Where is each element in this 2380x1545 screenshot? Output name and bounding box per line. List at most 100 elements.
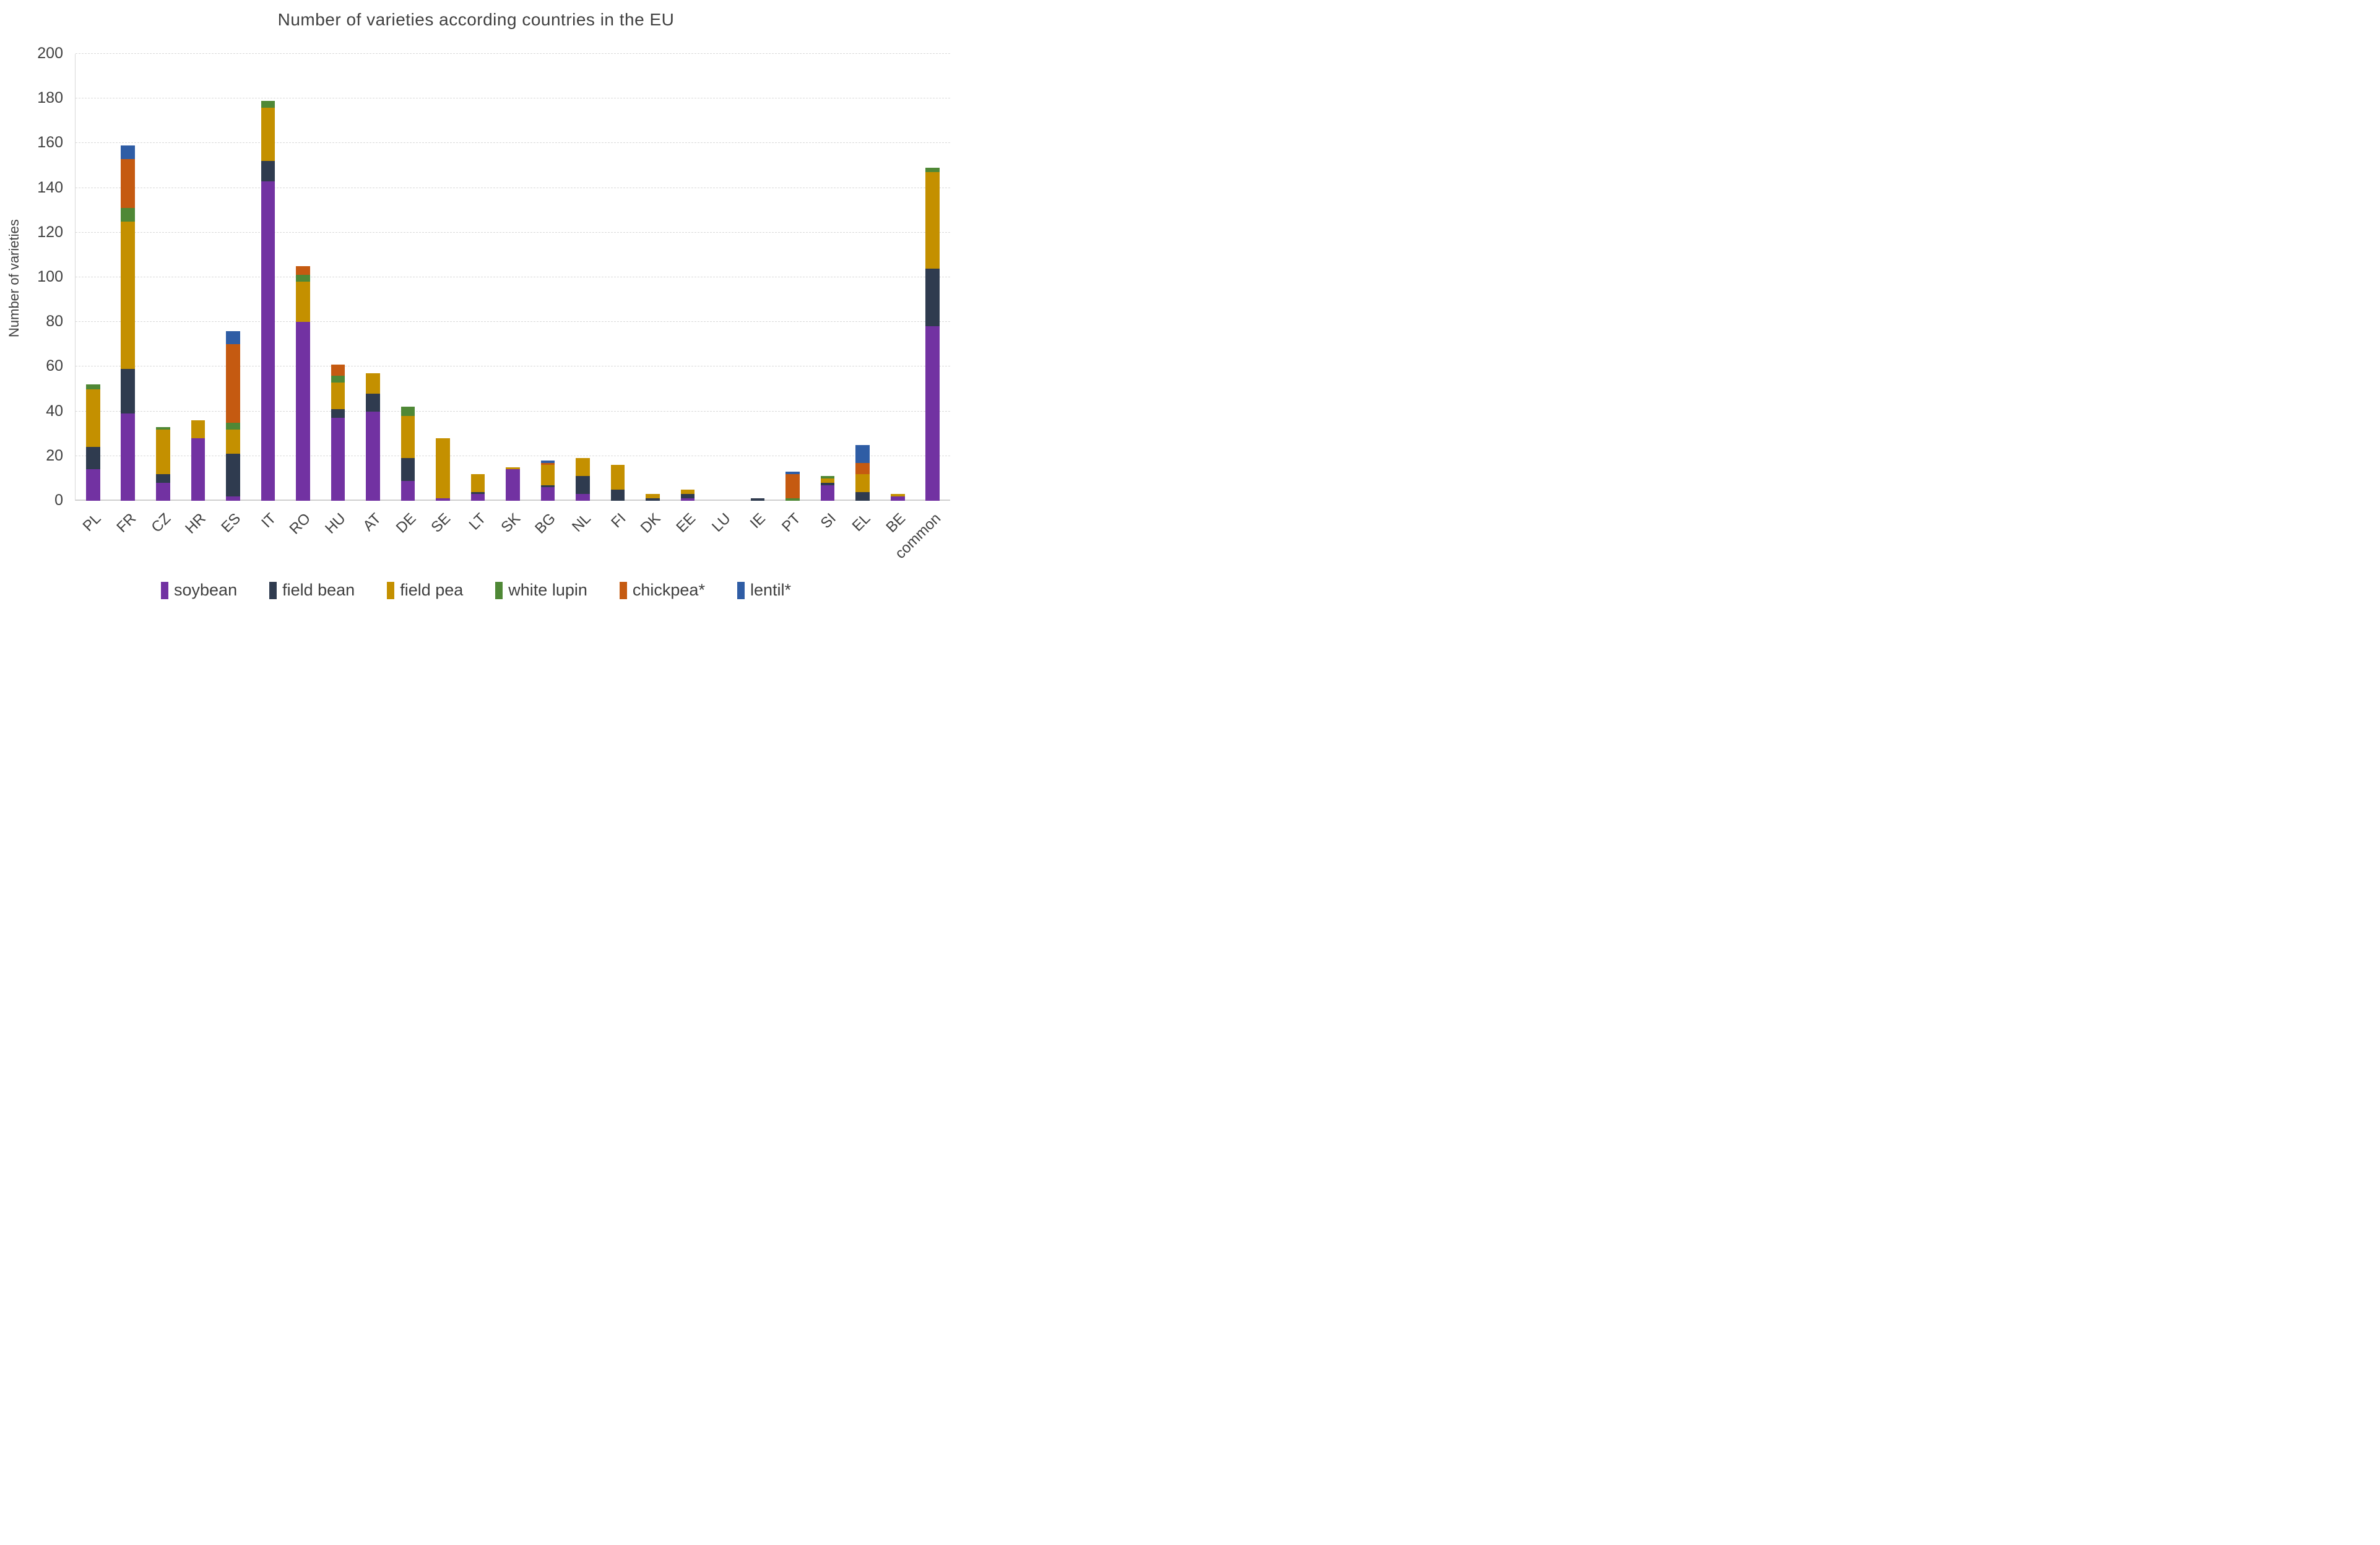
bar-segment-chickpea- [296,266,310,275]
bar-segment-white-lupin [785,498,800,501]
y-tick-label: 180 [37,89,63,107]
legend-marker [161,581,168,599]
bar-segment-field-pea [646,494,660,499]
y-tick-label: 80 [46,313,63,331]
bar-segment-soybean [400,480,415,501]
bar-segment-soybean [506,469,520,501]
bar-group [470,474,485,501]
bar-group [436,438,450,501]
y-tick-label: 200 [37,45,63,62]
bar-group [610,465,625,501]
bar-group [680,489,695,501]
bar-segment-soybean [85,469,100,501]
bar-segment-chickpea- [855,462,870,474]
legend-marker [737,581,745,599]
x-tick-label: FR [113,510,139,536]
bar-segment-white-lupin [155,426,170,430]
bar-segment-soybean [925,326,940,501]
bar-segment-field-pea [296,282,310,322]
bar-segment-soybean [890,496,905,501]
x-tick-label: CZ [148,510,175,536]
bar-group [890,494,905,501]
bar-group [750,498,765,501]
y-axis: 0 20 40 60 80 100 120 140 160 180 200 [0,46,68,508]
chart: Number of varieties according countries … [0,0,952,618]
bar-segment-white-lupin [331,375,345,383]
bar-segment-field-bean [925,268,940,327]
bar-segment-chickpea- [121,158,136,209]
bar-segment-soybean [366,411,380,501]
bar-segment-white-lupin [121,208,136,222]
y-tick-label: 140 [37,178,63,196]
bar-segment-lentil- [855,444,870,463]
bar-segment-white-lupin [400,407,415,416]
bar-segment-field-pea [155,429,170,474]
legend-label: field pea [400,581,464,599]
bar-segment-white-lupin [226,422,240,430]
legend: soybean field bean field pea white lupin chi… [0,581,952,600]
legend-label: soybean [174,581,238,599]
bar-segment-field-pea [506,467,520,470]
bar-group [855,444,870,501]
bar-segment-field-pea [261,107,275,162]
x-tick-label: PT [778,510,804,535]
bar-segment-field-bean [366,393,380,412]
legend-label: field bean [282,581,355,599]
legend-item: soybean [161,581,237,600]
bar-segment-field-pea [925,172,940,269]
bar-segment-lentil- [540,461,555,463]
bar-segment-field-pea [226,429,240,454]
bar-segment-lentil- [121,145,136,159]
bar-segment-chickpea- [226,344,240,423]
bar-segment-field-bean [155,474,170,483]
y-tick-label: 0 [54,491,63,509]
bar-segment-field-pea [540,465,555,485]
bar-segment-field-pea [366,373,380,394]
x-tick-label: SE [428,510,454,536]
bar-group [296,266,310,501]
bar-segment-field-pea [890,494,905,496]
y-tick-label: 20 [46,446,63,464]
bar-segment-soybean [470,494,485,501]
gridline [76,232,950,233]
bar-segment-chickpea- [331,364,345,376]
legend-item: field bean [269,581,355,600]
bar-segment-chickpea- [785,474,800,499]
bar-segment-field-bean [610,489,625,501]
x-tick-label: ES [218,510,244,536]
gridline [76,321,950,322]
y-tick-label: 40 [46,402,63,420]
bar-group [226,331,240,501]
bar-segment-field-bean [331,409,345,418]
x-tick-label: SK [498,510,524,536]
y-tick-label: 160 [37,134,63,152]
bar-segment-soybean [820,485,835,501]
bar-group [366,373,380,501]
bar-segment-white-lupin [925,168,940,173]
bar-segment-soybean [436,498,450,501]
x-tick-label: LU [708,510,734,535]
bar-segment-field-pea [610,465,625,490]
bar-group [400,407,415,501]
bar-segment-field-bean [646,498,660,501]
bar-segment-field-bean [750,498,765,501]
bar-segment-white-lupin [85,384,100,389]
bar-segment-field-pea [855,474,870,492]
bar-group [576,458,590,501]
bar-segment-soybean [226,496,240,501]
bar-segment-soybean [261,181,275,501]
bar-group [785,472,800,501]
bar-segment-white-lupin [261,100,275,108]
bar-segment-white-lupin [820,476,835,478]
bar-group [540,461,555,501]
bar-segment-field-pea [85,389,100,448]
bar-group [820,476,835,501]
bar-segment-field-pea [576,458,590,477]
bar-segment-field-pea [121,221,136,370]
bar-segment-soybean [331,418,345,501]
bar-segment-field-bean [820,483,835,485]
bar-segment-field-bean [680,494,695,499]
bar-segment-white-lupin [296,275,310,282]
bar-segment-field-pea [470,474,485,492]
x-axis: PL FR CZ HR ES IT RO HU AT DE SE LT SK BG NL FI DK EE LU IE… [75,505,950,578]
